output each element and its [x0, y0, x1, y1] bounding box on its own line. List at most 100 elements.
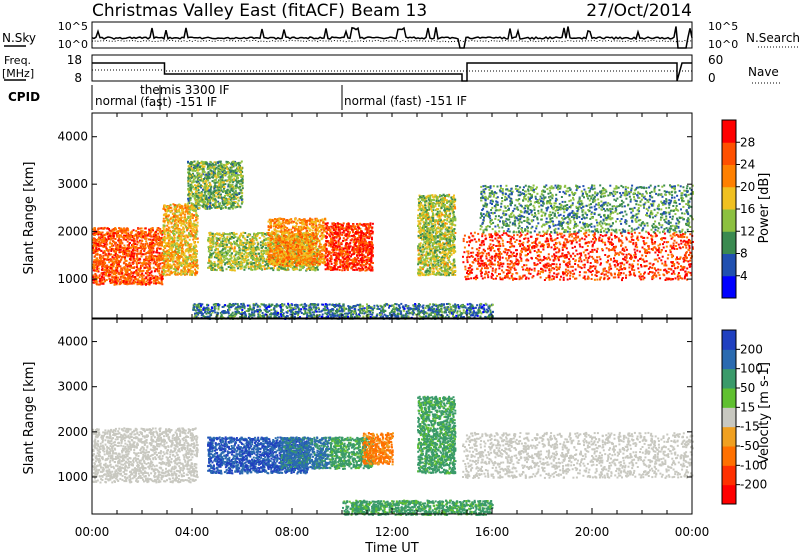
echo-cell — [223, 169, 226, 172]
echo-cell — [229, 170, 232, 173]
echo-cell — [146, 234, 149, 237]
echo-cell — [202, 161, 205, 164]
echo-cell — [107, 249, 110, 252]
echo-cell — [96, 250, 99, 253]
echo-cell — [183, 223, 186, 226]
echo-cell — [206, 172, 209, 175]
echo-cell — [194, 231, 197, 234]
echo-cell — [203, 182, 206, 185]
echo-cell — [238, 187, 241, 190]
echo-cell — [193, 256, 196, 259]
echo-cell — [139, 250, 142, 253]
echo-cell — [176, 224, 179, 227]
echo-cell — [211, 266, 214, 269]
echo-cell — [92, 246, 95, 249]
echo-cell — [299, 264, 302, 267]
echo-cell — [186, 212, 189, 215]
date-label: 27/Oct/2014 — [586, 1, 692, 21]
echo-cell — [212, 174, 215, 177]
echo-cell — [109, 253, 111, 256]
echo-cell — [176, 236, 179, 239]
echo-cell — [309, 269, 312, 271]
echo-cell — [256, 241, 259, 244]
echo-cell — [230, 187, 233, 190]
echo-cell — [225, 173, 228, 176]
echo-cell — [139, 227, 142, 230]
echo-cell — [216, 242, 219, 245]
echo-cell — [207, 177, 209, 180]
echo-cell — [247, 258, 250, 261]
echo-cell — [292, 266, 295, 269]
echo-cell — [231, 183, 234, 186]
echo-cell — [179, 242, 182, 244]
echo-cell — [173, 230, 175, 233]
echo-cell — [94, 250, 97, 253]
echo-cell — [128, 247, 131, 250]
echo-cell — [231, 252, 233, 255]
echo-cell — [107, 258, 110, 261]
echo-cell — [92, 245, 95, 247]
echo-cell — [219, 189, 222, 192]
echo-cell — [111, 266, 114, 268]
echo-cell — [167, 222, 170, 225]
echo-cell — [240, 160, 243, 163]
echo-cell — [167, 268, 170, 271]
echo-cell — [178, 249, 181, 252]
echo-cell — [162, 269, 165, 271]
echo-cell — [253, 249, 256, 252]
echo-cell — [197, 189, 200, 192]
echo-cell — [131, 245, 134, 248]
echo-cell — [205, 207, 208, 210]
echo-cell — [141, 230, 144, 233]
echo-cell — [237, 165, 240, 168]
echo-cell — [208, 189, 211, 192]
echo-cell — [165, 227, 168, 230]
echo-cell — [148, 279, 151, 282]
echo-cell — [195, 206, 198, 209]
echo-cell — [195, 214, 198, 217]
echo-cell — [120, 230, 123, 233]
echo-cell — [181, 238, 184, 241]
echo-cell — [298, 236, 301, 239]
echo-cell — [243, 266, 246, 269]
echo-cell — [221, 181, 224, 184]
echo-cell — [239, 189, 242, 192]
echo-cell — [123, 274, 126, 277]
echo-cell — [202, 200, 205, 203]
echo-cell — [248, 234, 251, 237]
echo-cell — [163, 221, 166, 224]
echo-cell — [208, 265, 211, 268]
echo-cell — [251, 240, 254, 243]
echo-cell — [124, 249, 127, 252]
echo-cell — [228, 246, 231, 249]
echo-cell — [118, 278, 121, 281]
echo-cell — [174, 227, 177, 230]
echo-cell — [176, 242, 179, 245]
echo-cell — [240, 261, 243, 264]
echo-cell — [296, 236, 299, 239]
echo-cell — [162, 226, 165, 229]
echo-cell — [155, 237, 158, 240]
echo-cell — [173, 220, 176, 223]
echo-cell — [145, 240, 148, 243]
echo-cell — [97, 270, 100, 273]
echo-cell — [167, 226, 170, 229]
echo-cell — [257, 247, 260, 250]
echo-cell — [139, 267, 142, 270]
echo-cell — [266, 241, 269, 244]
echo-cell — [245, 254, 248, 257]
echo-cell — [95, 248, 98, 251]
echo-cell — [230, 269, 233, 272]
echo-cell — [115, 231, 118, 234]
echo-cell — [182, 257, 185, 260]
echo-cell — [218, 261, 221, 263]
echo-cell — [174, 218, 177, 221]
echo-cell — [114, 238, 117, 240]
echo-cell — [216, 264, 219, 267]
echo-cell — [116, 258, 119, 261]
echo-cell — [247, 233, 250, 236]
echo-cell — [241, 182, 244, 185]
echo-cell — [284, 268, 287, 271]
echo-cell — [205, 205, 207, 207]
echo-cell — [195, 229, 198, 232]
